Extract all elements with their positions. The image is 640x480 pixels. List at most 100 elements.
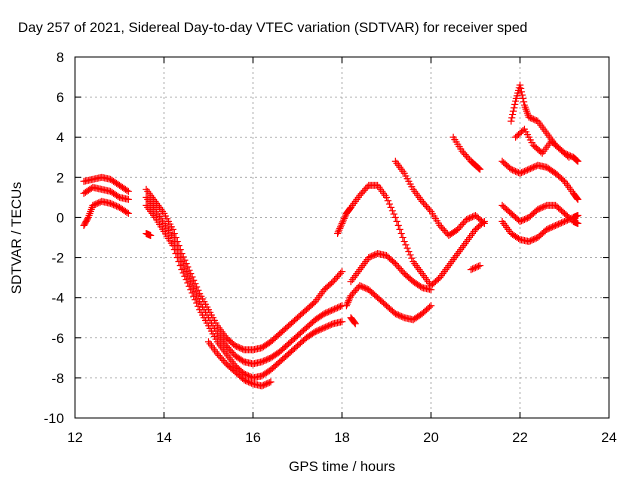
data-point-plus [574, 211, 582, 219]
data-point-plus [388, 207, 396, 215]
data-point-plus [464, 154, 472, 162]
data-point-plus [124, 187, 132, 195]
data-point-plus [243, 371, 251, 379]
data-point-plus [525, 113, 533, 121]
data-point-plus [310, 329, 318, 337]
data-point-plus [421, 201, 429, 209]
data-point-plus [520, 167, 528, 175]
data-point-plus [368, 252, 376, 260]
series-track-b [142, 193, 346, 368]
series-track-d [205, 338, 275, 390]
data-point-plus [242, 377, 250, 385]
data-point-plus [339, 218, 347, 226]
data-point-plus [517, 84, 525, 92]
data-point-plus [337, 302, 345, 310]
data-point-plus [258, 382, 266, 390]
data-point-plus [181, 264, 189, 272]
data-point-plus [391, 213, 399, 221]
data-point-plus [517, 169, 525, 177]
data-point-plus [520, 215, 528, 223]
data-point-plus [338, 268, 346, 276]
series-track-o [467, 262, 484, 274]
data-point-plus [528, 115, 536, 123]
data-point-plus [245, 372, 253, 380]
series-track-j [347, 250, 435, 294]
data-point-plus [182, 260, 190, 268]
data-point-plus [169, 242, 177, 250]
data-point-plus [360, 284, 368, 292]
x-tick-label: 22 [512, 429, 528, 445]
data-point-plus [179, 261, 187, 269]
data-point-plus [393, 217, 401, 225]
data-point-plus [184, 271, 192, 279]
data-point-plus [339, 216, 347, 224]
data-point-plus [543, 225, 551, 233]
data-point-plus [529, 115, 537, 123]
data-point-plus [566, 215, 574, 223]
data-point-plus [239, 357, 247, 365]
data-point-plus [227, 347, 235, 355]
data-point-plus [191, 296, 199, 304]
data-point-plus [474, 262, 482, 270]
data-point-plus [541, 202, 549, 210]
data-point-plus [529, 163, 537, 171]
data-point-plus [552, 221, 560, 229]
data-point-plus [258, 358, 266, 366]
data-point-plus [181, 272, 189, 280]
data-point-plus [436, 221, 444, 229]
data-point-plus [173, 254, 181, 262]
data-point-plus [507, 165, 515, 173]
y-tick-label: -8 [52, 370, 65, 386]
data-point-plus [549, 223, 557, 231]
data-point-plus [360, 186, 368, 194]
data-point-plus [357, 190, 365, 198]
data-point-plus [323, 322, 331, 330]
series-track-l [391, 157, 488, 239]
data-point-plus [193, 291, 201, 299]
data-point-plus [334, 229, 342, 237]
data-point-plus [460, 219, 468, 227]
data-point-plus [331, 276, 339, 284]
data-point-plus [391, 310, 399, 318]
data-point-plus [474, 164, 482, 172]
data-point-plus [479, 218, 487, 226]
data-point-plus [182, 268, 190, 276]
series-track-i [334, 181, 488, 290]
data-point-plus [353, 285, 361, 293]
data-point-plus [363, 183, 371, 191]
data-point-plus [390, 258, 398, 266]
data-point-plus [559, 218, 567, 226]
data-point-plus [317, 325, 325, 333]
data-point-plus [458, 147, 466, 155]
data-point-plus [322, 323, 330, 331]
data-point-plus [540, 203, 548, 211]
data-point-plus [366, 253, 374, 261]
data-point-plus [267, 378, 275, 386]
data-point-plus [467, 213, 475, 221]
data-point-plus [385, 200, 393, 208]
data-point-plus [320, 310, 328, 318]
series-track-q [498, 201, 582, 227]
series-track-a [142, 185, 346, 354]
series-track-g [80, 197, 132, 229]
data-point-plus [187, 286, 195, 294]
data-point-plus [356, 282, 364, 290]
data-point-plus [323, 308, 331, 316]
data-point-plus [534, 205, 542, 213]
data-point-plus [531, 116, 539, 124]
data-point-plus [107, 199, 115, 207]
series-track-t [512, 125, 573, 161]
data-point-plus [526, 165, 534, 173]
data-point-plus [178, 266, 186, 274]
data-point-plus [348, 290, 356, 298]
data-point-plus [90, 201, 98, 209]
data-point-plus [402, 241, 410, 249]
y-tick-label: -2 [52, 250, 65, 266]
data-point-plus [347, 292, 355, 300]
data-point-plus [420, 199, 428, 207]
data-point-plus [310, 299, 318, 307]
data-point-plus [322, 309, 330, 317]
data-point-plus [511, 100, 519, 108]
data-point-plus [340, 214, 348, 222]
x-axis-title: GPS time / hours [289, 458, 396, 474]
